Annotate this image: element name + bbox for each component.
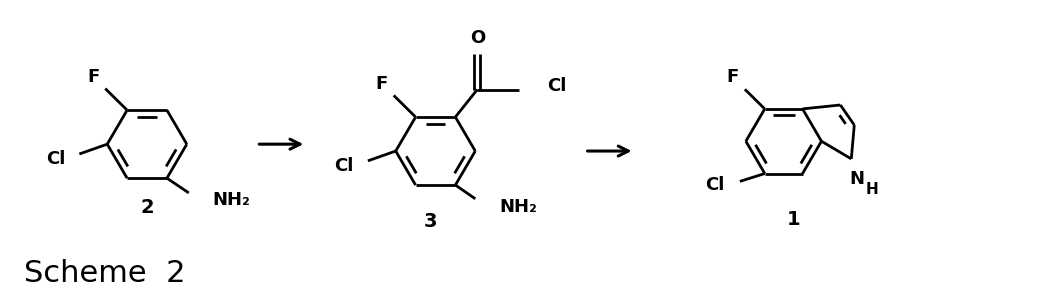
Text: F: F: [727, 69, 740, 87]
Text: 2: 2: [141, 199, 153, 218]
Text: NH₂: NH₂: [499, 198, 537, 216]
Text: Cl: Cl: [45, 150, 66, 168]
Text: 1: 1: [787, 210, 801, 229]
Text: 3: 3: [424, 212, 437, 231]
Text: Cl: Cl: [706, 176, 725, 194]
Text: F: F: [376, 75, 388, 93]
Text: F: F: [87, 68, 99, 86]
Text: N: N: [850, 170, 864, 188]
Text: Cl: Cl: [547, 76, 566, 95]
Text: O: O: [470, 29, 485, 47]
Text: Cl: Cl: [334, 157, 353, 175]
Text: NH₂: NH₂: [213, 191, 251, 209]
Text: H: H: [865, 182, 878, 197]
Text: Scheme  2: Scheme 2: [24, 259, 185, 288]
